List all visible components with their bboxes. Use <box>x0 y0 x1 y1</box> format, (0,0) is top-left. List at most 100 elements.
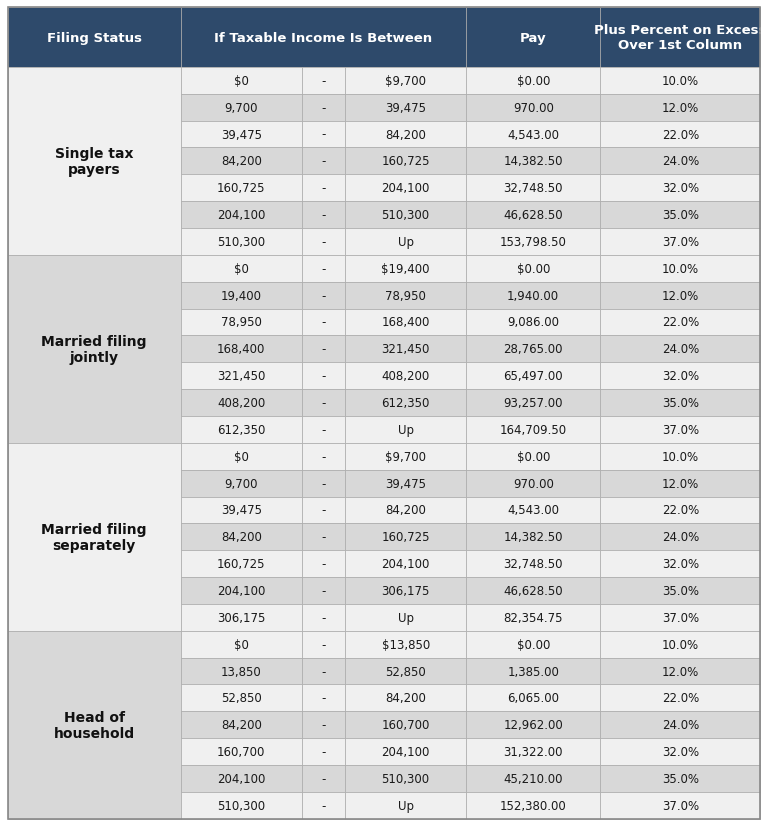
Bar <box>601 470 760 497</box>
Text: Up: Up <box>398 799 414 812</box>
Bar <box>180 631 302 657</box>
Bar <box>302 792 345 819</box>
Text: 164,709.50: 164,709.50 <box>500 423 567 437</box>
Text: 78,950: 78,950 <box>386 289 426 302</box>
Text: 32.0%: 32.0% <box>662 557 699 571</box>
Text: -: - <box>321 504 326 517</box>
Text: 204,100: 204,100 <box>382 557 430 571</box>
Bar <box>466 711 601 739</box>
Text: 45,210.00: 45,210.00 <box>504 772 563 785</box>
Text: 204,100: 204,100 <box>382 745 430 758</box>
Bar <box>601 282 760 309</box>
Text: 82,354.75: 82,354.75 <box>504 611 563 624</box>
Text: -: - <box>321 585 326 597</box>
Bar <box>180 605 302 631</box>
Text: 204,100: 204,100 <box>217 209 266 222</box>
Bar <box>180 523 302 551</box>
Bar <box>466 792 601 819</box>
Bar <box>302 309 345 336</box>
Text: 46,628.50: 46,628.50 <box>503 585 563 597</box>
Bar <box>302 175 345 202</box>
Bar <box>345 282 466 309</box>
Text: -: - <box>321 236 326 249</box>
Bar <box>180 282 302 309</box>
Bar <box>302 765 345 792</box>
Bar <box>302 497 345 523</box>
Bar <box>345 229 466 256</box>
Text: 52,850: 52,850 <box>221 691 262 705</box>
Text: 160,725: 160,725 <box>217 557 266 571</box>
Bar <box>466 523 601 551</box>
Text: 6,065.00: 6,065.00 <box>507 691 559 705</box>
Bar <box>466 229 601 256</box>
Bar <box>180 792 302 819</box>
Bar <box>345 792 466 819</box>
Bar <box>302 363 345 390</box>
Bar <box>466 94 601 122</box>
Bar <box>601 765 760 792</box>
Bar <box>601 94 760 122</box>
Text: $0.00: $0.00 <box>517 74 550 88</box>
Text: Married filing
jointly: Married filing jointly <box>41 334 147 365</box>
Text: 10.0%: 10.0% <box>662 262 699 275</box>
Bar <box>302 336 345 363</box>
Text: 39,475: 39,475 <box>220 128 262 141</box>
Text: Head of
household: Head of household <box>54 710 134 740</box>
Text: $9,700: $9,700 <box>385 74 426 88</box>
Bar <box>8 68 180 256</box>
Bar <box>345 657 466 685</box>
Bar <box>466 148 601 175</box>
Bar <box>466 68 601 94</box>
Bar <box>601 657 760 685</box>
Text: 160,725: 160,725 <box>382 155 430 168</box>
Bar <box>345 739 466 765</box>
Text: 4,543.00: 4,543.00 <box>507 504 559 517</box>
Bar <box>345 497 466 523</box>
Text: 160,700: 160,700 <box>382 719 430 731</box>
Text: 970.00: 970.00 <box>513 102 554 114</box>
Bar <box>466 577 601 605</box>
Bar <box>180 363 302 390</box>
Text: -: - <box>321 74 326 88</box>
Text: 510,300: 510,300 <box>382 209 429 222</box>
Bar <box>180 711 302 739</box>
Text: 65,497.00: 65,497.00 <box>503 370 563 383</box>
Bar <box>302 94 345 122</box>
Bar <box>302 631 345 657</box>
Text: -: - <box>321 557 326 571</box>
Text: 160,700: 160,700 <box>217 745 266 758</box>
Text: 168,400: 168,400 <box>382 316 430 329</box>
Bar <box>345 523 466 551</box>
Bar <box>466 363 601 390</box>
Text: 37.0%: 37.0% <box>662 423 699 437</box>
Text: 204,100: 204,100 <box>382 182 430 195</box>
Text: 9,086.00: 9,086.00 <box>507 316 559 329</box>
Text: -: - <box>321 611 326 624</box>
Text: 408,200: 408,200 <box>382 370 430 383</box>
Text: Up: Up <box>398 611 414 624</box>
Bar <box>345 390 466 417</box>
Text: $0.00: $0.00 <box>517 450 550 463</box>
Text: 28,765.00: 28,765.00 <box>504 343 563 356</box>
Text: -: - <box>321 370 326 383</box>
Bar <box>601 497 760 523</box>
Bar <box>180 657 302 685</box>
Text: -: - <box>321 262 326 275</box>
Bar <box>466 122 601 148</box>
Text: 970.00: 970.00 <box>513 477 554 490</box>
Bar <box>466 175 601 202</box>
Text: -: - <box>321 343 326 356</box>
Text: 10.0%: 10.0% <box>662 638 699 651</box>
Bar <box>180 202 302 229</box>
Bar <box>345 336 466 363</box>
Text: 510,300: 510,300 <box>382 772 429 785</box>
Text: -: - <box>321 477 326 490</box>
Bar <box>345 309 466 336</box>
Bar <box>302 551 345 577</box>
Bar <box>345 765 466 792</box>
Text: 24.0%: 24.0% <box>662 343 699 356</box>
Text: 1,385.00: 1,385.00 <box>508 665 559 677</box>
Text: 32.0%: 32.0% <box>662 745 699 758</box>
Bar <box>466 657 601 685</box>
Bar <box>180 68 302 94</box>
